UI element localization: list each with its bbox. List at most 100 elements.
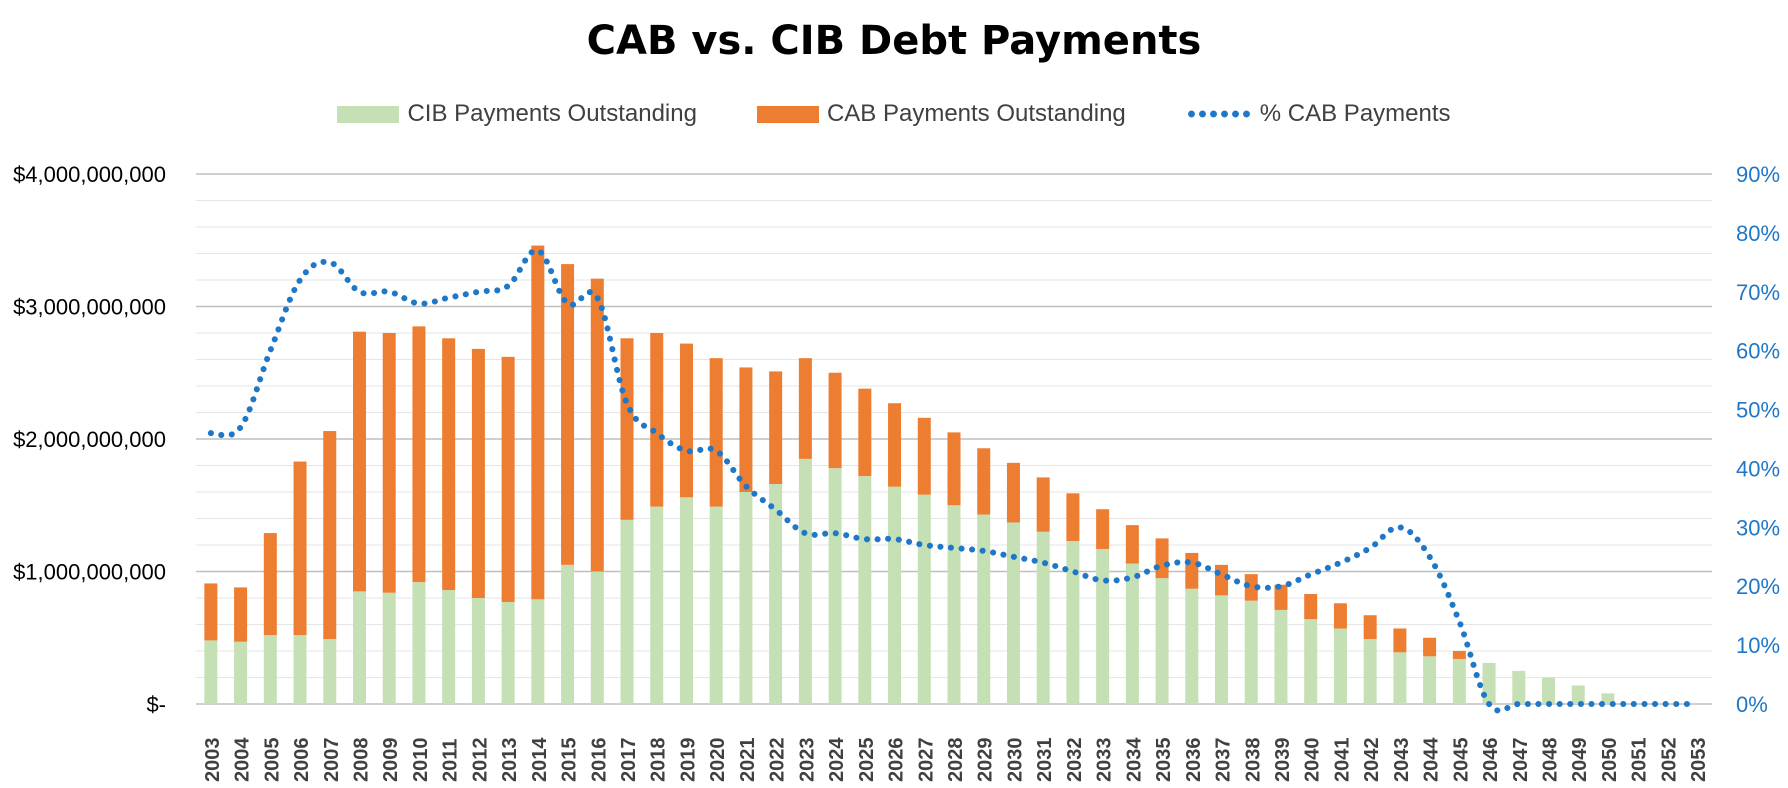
bar-cab bbox=[590, 278, 604, 572]
bar-cab bbox=[1274, 584, 1288, 610]
bar-cab bbox=[471, 348, 485, 598]
bar-cab bbox=[531, 245, 545, 600]
bar-cab bbox=[382, 333, 396, 593]
x-tick-label: 2020 bbox=[707, 738, 729, 783]
bar-cib bbox=[947, 505, 961, 704]
bar-cib bbox=[323, 639, 337, 704]
bar-cib bbox=[1006, 522, 1020, 704]
bar-cib bbox=[1185, 588, 1199, 704]
bar-cab bbox=[412, 326, 426, 583]
x-tick-label: 2038 bbox=[1242, 738, 1264, 783]
x-tick-label: 2046 bbox=[1480, 738, 1502, 783]
line-pct-cab bbox=[207, 247, 1701, 714]
x-tick-label: 2021 bbox=[737, 738, 759, 783]
bar-cab bbox=[650, 333, 664, 507]
x-tick-label: 2006 bbox=[291, 738, 313, 783]
legend-item-cab: CAB Payments Outstanding bbox=[756, 100, 1126, 128]
bar-cib bbox=[442, 590, 456, 704]
bar-cab bbox=[1304, 594, 1318, 620]
bar-cab bbox=[204, 583, 218, 641]
x-tick-label: 2050 bbox=[1599, 738, 1621, 783]
x-tick-label: 2039 bbox=[1272, 738, 1294, 783]
bar-cib bbox=[1363, 639, 1377, 704]
bar-cib bbox=[382, 592, 396, 704]
x-tick-label: 2013 bbox=[499, 738, 521, 783]
x-tick-label: 2024 bbox=[826, 737, 848, 782]
x-tick-label: 2034 bbox=[1123, 737, 1145, 782]
legend-label-cib: CIB Payments Outstanding bbox=[407, 100, 697, 127]
bar-cab bbox=[561, 264, 575, 565]
bar-cab bbox=[679, 343, 693, 498]
bar-cab bbox=[323, 431, 337, 640]
bar-cib bbox=[1333, 628, 1347, 704]
bar-cab bbox=[1036, 477, 1050, 532]
x-tick-label: 2032 bbox=[1064, 738, 1086, 783]
x-tick-label: 2041 bbox=[1331, 738, 1353, 783]
legend-swatch-cib bbox=[337, 105, 400, 123]
bar-cab bbox=[352, 331, 366, 592]
x-tick-label: 2048 bbox=[1540, 738, 1562, 783]
bar-cib bbox=[769, 484, 783, 704]
bar-cib bbox=[1036, 531, 1050, 704]
bar-cib bbox=[1423, 656, 1437, 704]
bar-cab bbox=[1333, 603, 1347, 629]
bar-cab bbox=[1452, 651, 1466, 659]
bar-cab bbox=[263, 533, 277, 636]
bar-cib bbox=[1571, 685, 1585, 704]
bar-cib bbox=[858, 476, 872, 704]
bar-cib bbox=[650, 506, 664, 704]
bar-cib bbox=[739, 492, 753, 704]
bar-cab bbox=[620, 338, 634, 520]
x-tick-label: 2025 bbox=[856, 738, 878, 783]
bar-cib bbox=[1393, 652, 1407, 704]
y-right-tick-label: 90% bbox=[1736, 162, 1780, 187]
y-right-tick-label: 30% bbox=[1736, 515, 1780, 540]
x-tick-label: 2004 bbox=[232, 737, 254, 782]
x-tick-label: 2011 bbox=[440, 739, 462, 782]
y-left-tick-label: $- bbox=[146, 692, 166, 717]
bar-cib bbox=[1542, 677, 1556, 704]
bar-cab bbox=[828, 372, 842, 469]
legend-item-pct: % CAB Payments bbox=[1185, 100, 1451, 128]
bar-cib bbox=[828, 468, 842, 704]
x-tick-label: 2045 bbox=[1450, 738, 1472, 783]
bar-cib bbox=[1155, 578, 1169, 704]
x-tick-label: 2036 bbox=[1183, 738, 1205, 783]
bar-cib bbox=[263, 635, 277, 704]
bar-cib bbox=[352, 591, 366, 704]
x-tick-label: 2023 bbox=[796, 738, 818, 783]
y-right-tick-label: 20% bbox=[1736, 574, 1780, 599]
x-tick-label: 2044 bbox=[1421, 737, 1443, 782]
bar-cib bbox=[1452, 658, 1466, 704]
bar-cab bbox=[1125, 525, 1139, 564]
x-tick-label: 2043 bbox=[1391, 738, 1413, 783]
bar-cab bbox=[442, 338, 456, 591]
x-tick-label: 2030 bbox=[1004, 738, 1026, 782]
bar-cab bbox=[1185, 552, 1199, 589]
x-tick-label: 2005 bbox=[261, 738, 283, 783]
x-tick-label: 2009 bbox=[380, 738, 402, 783]
x-tick-label: 2016 bbox=[588, 738, 610, 783]
bar-cab bbox=[739, 367, 753, 492]
x-tick-label: 2053 bbox=[1688, 738, 1710, 783]
x-tick-label: 2049 bbox=[1569, 738, 1591, 783]
y-right-tick-label: 40% bbox=[1736, 456, 1780, 481]
bar-cab bbox=[1096, 509, 1110, 549]
y-right-tick-label: 0% bbox=[1736, 692, 1768, 717]
bar-cab bbox=[1363, 615, 1377, 640]
bar-cib bbox=[531, 599, 545, 704]
bar-cib bbox=[1274, 609, 1288, 704]
bar-cib bbox=[204, 640, 218, 704]
bar-cab bbox=[917, 417, 931, 495]
y-left-tick-label: $1,000,000,000 bbox=[13, 560, 166, 585]
bar-cab bbox=[234, 587, 248, 642]
bar-cab bbox=[947, 432, 961, 506]
x-tick-label: 2047 bbox=[1510, 738, 1532, 783]
x-tick-label: 2010 bbox=[410, 738, 432, 783]
bar-cab bbox=[977, 448, 991, 515]
x-tick-label: 2026 bbox=[886, 738, 908, 783]
y-right-tick-label: 70% bbox=[1736, 280, 1780, 305]
bar-cab bbox=[1066, 493, 1080, 542]
x-tick-label: 2003 bbox=[202, 738, 224, 783]
legend-label-pct: % CAB Payments bbox=[1259, 100, 1451, 127]
